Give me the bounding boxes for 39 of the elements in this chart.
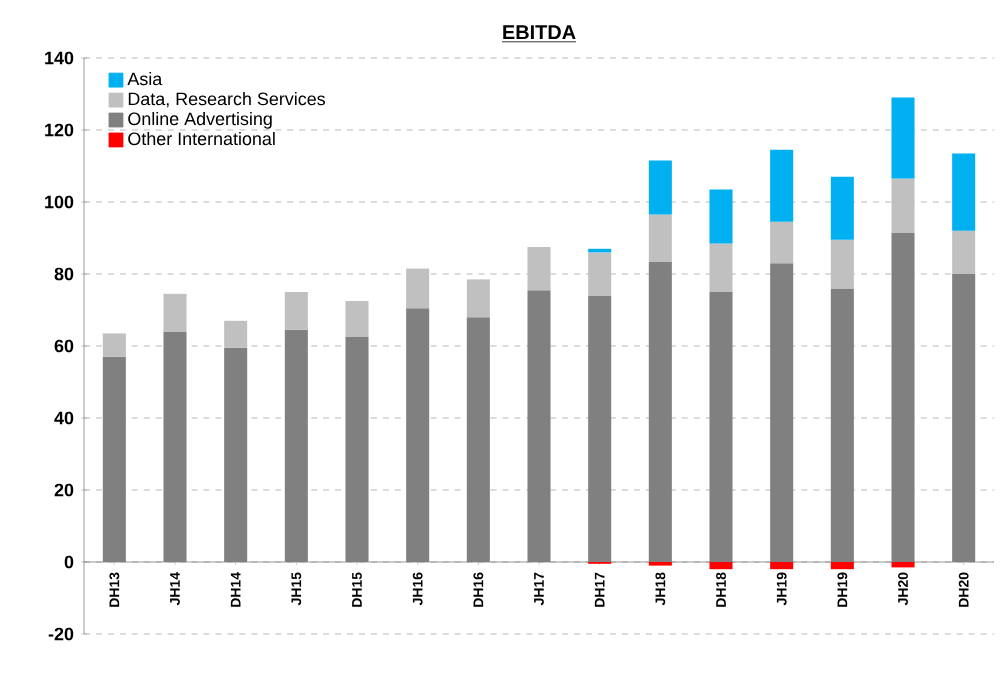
legend-label: Asia: [127, 72, 163, 86]
bar: [770, 221, 794, 264]
bar: [102, 333, 126, 357]
bar: [770, 149, 794, 222]
bar: [891, 97, 915, 179]
y-tick-label: 20: [54, 483, 74, 497]
legend-label: Other International: [128, 131, 275, 146]
bar: [709, 243, 733, 292]
bar: [527, 246, 551, 291]
bar: [588, 252, 612, 296]
bar: [224, 320, 248, 348]
y-tick-label: 120: [45, 123, 74, 137]
legend-label: Online Advertising: [128, 112, 272, 129]
bar: [770, 562, 794, 570]
bar: [952, 230, 976, 274]
y-tick-label: 60: [54, 339, 74, 353]
bar: [466, 279, 490, 318]
bar: [891, 178, 915, 233]
y-tick-label: 100: [45, 195, 74, 209]
y-tick-label: 0: [64, 555, 74, 569]
bar: [163, 293, 187, 332]
y-tick-label: 40: [54, 411, 74, 425]
bar: [406, 268, 430, 309]
y-tick-label: 140: [45, 51, 74, 65]
bar: [709, 562, 733, 570]
bar: [648, 160, 672, 215]
bar: [952, 153, 976, 231]
bar: [648, 214, 672, 262]
bar: [891, 562, 915, 568]
chart-title: EBITDA: [503, 25, 576, 40]
bar: [830, 562, 854, 570]
bar: [830, 176, 854, 240]
bar: [709, 189, 733, 244]
legend-label: Data, Research Services: [128, 92, 326, 108]
bar: [284, 291, 308, 330]
y-tick-label: -20: [48, 627, 74, 641]
y-tick-label: 80: [54, 267, 74, 281]
bar: [345, 300, 369, 337]
bar: [830, 239, 854, 289]
